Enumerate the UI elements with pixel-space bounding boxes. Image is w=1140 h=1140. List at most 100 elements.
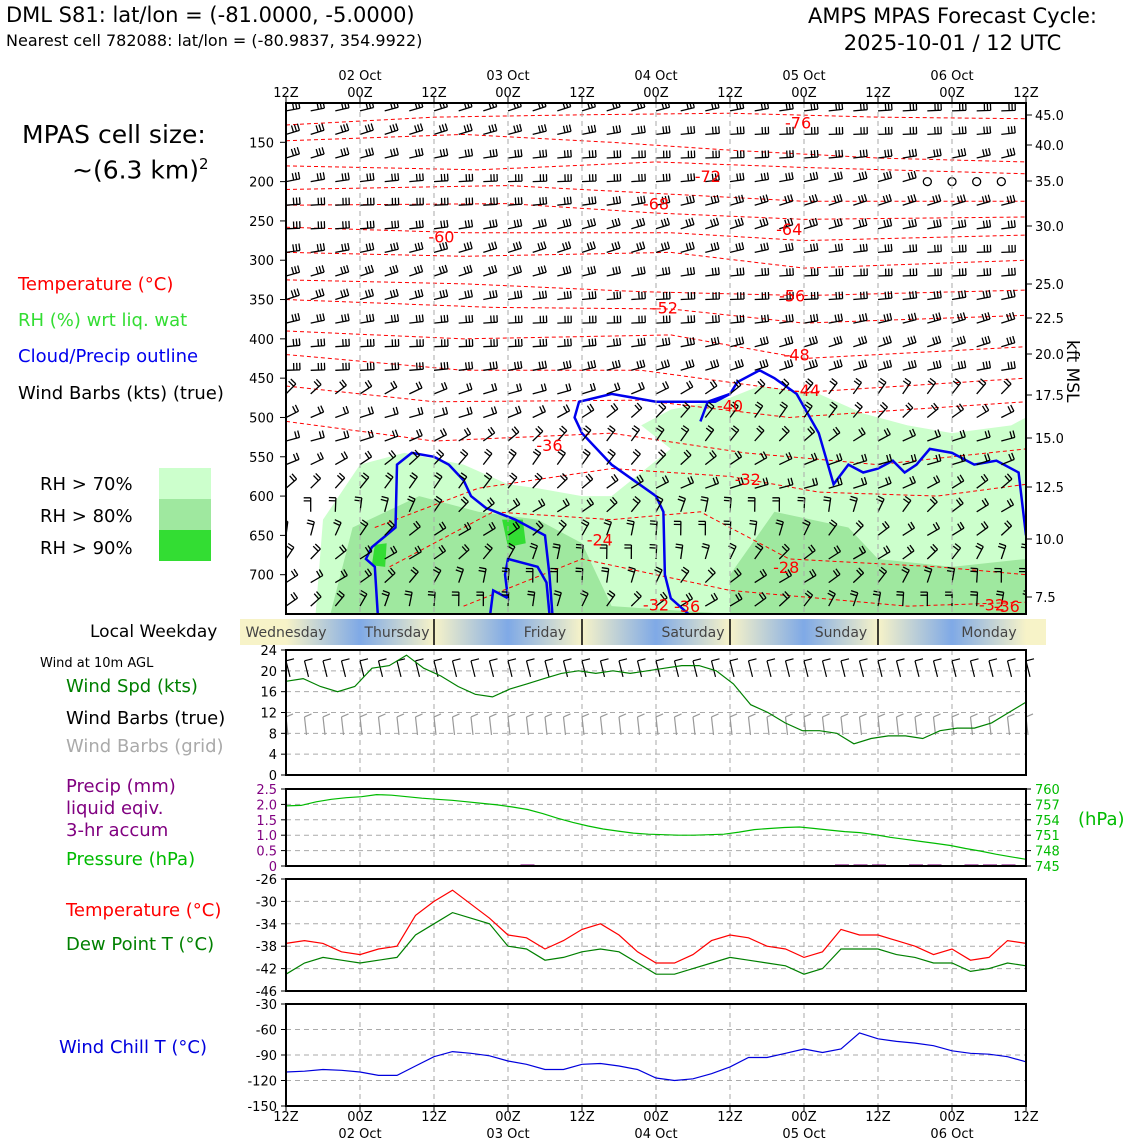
wind-barb-315 (507, 338, 523, 348)
wind-barb-670 (849, 589, 859, 607)
temp-tick-label: -34 (256, 918, 277, 933)
weekday-saturday: Saturday (661, 625, 724, 641)
wind-barb-307 (310, 338, 326, 348)
wind-true-barb (803, 658, 813, 677)
wind-true-barb (470, 658, 480, 677)
wind-barb-410 (556, 404, 571, 419)
wind-barb-455 (902, 428, 916, 442)
wind-barb-294 (754, 314, 770, 324)
wind-barb-85 (853, 149, 868, 159)
wind-grid-barb (618, 713, 627, 735)
wind-barb-663 (680, 592, 694, 607)
wind-barb-116 (853, 171, 868, 183)
wind-barb-275 (286, 312, 301, 324)
wind-barb-180 (1001, 220, 1016, 230)
temp-contour-11 (286, 385, 1026, 418)
wind-barb-72 (532, 149, 548, 159)
dew-point-line (285, 911, 1027, 975)
wind-barb-187 (409, 242, 424, 254)
weekday-friday: Friday (524, 625, 566, 641)
wind-barb-286 (557, 315, 572, 324)
wind-barb-221 (483, 264, 498, 277)
wind-barb-652 (404, 590, 413, 607)
legend-pressure: Pressure (hPa) (66, 849, 196, 870)
wind-barb-120 (286, 197, 301, 206)
wind-barb-524 (303, 497, 312, 512)
wind-barb-239 (927, 268, 942, 277)
wind-barb-461 (286, 452, 300, 466)
wind-barb-537 (630, 496, 641, 513)
forecast-cycle-line1: AMPS MPAS Forecast Cycle: (808, 4, 1097, 28)
wind-barb-253 (507, 290, 523, 301)
wind-barb-508 (680, 475, 695, 489)
wind-barb-13 (606, 103, 621, 112)
wind-barb-577 (852, 520, 864, 536)
wind-grid-barb (877, 713, 886, 735)
wind-barb-414 (655, 402, 667, 418)
wind-barb-150 (1025, 204, 1026, 206)
wind-chill-line (285, 1032, 1027, 1082)
wind-barb-78 (680, 150, 696, 159)
wind-barb-269 (902, 290, 918, 301)
wind-barb-261 (705, 291, 720, 301)
wind-barb-118 (902, 170, 917, 183)
bottom-xtick-label: 12Z (421, 1110, 447, 1125)
wind-barb-236 (853, 268, 868, 277)
wind-barb-449 (754, 425, 765, 442)
wind-barb-609 (877, 545, 891, 560)
wind-barb-291 (680, 315, 696, 324)
wind-barb-588 (359, 545, 373, 560)
wind-barb-462 (310, 452, 324, 466)
wind-barb-369 (310, 378, 322, 395)
wind-barb-673 (920, 591, 929, 607)
wind-barb-176 (902, 218, 918, 230)
wind-barb-158 (458, 219, 474, 230)
wind-barb-411 (581, 403, 595, 419)
wind-barb-418 (754, 401, 764, 418)
wind-barb-341 (384, 362, 400, 371)
legend-barbs: Wind Barbs (kts) (true) (18, 383, 224, 404)
wind-barb-64 (335, 147, 350, 159)
bottom-date-label: 03 Oct (486, 1127, 529, 1140)
wind-barb-440 (532, 425, 544, 442)
temp-contour-9 (286, 330, 1026, 360)
wind-barb-487 (927, 454, 942, 466)
temp-label-8: -44 (794, 381, 820, 400)
cell-size-value: ~(6.3 km) (72, 155, 199, 185)
wind-barb-267 (853, 291, 868, 301)
wind-barb-325 (754, 336, 769, 348)
wind-barb-89 (951, 148, 967, 159)
wind-true-barb (932, 658, 942, 677)
wind-barb-587 (334, 544, 347, 560)
wind-barb-646 (1019, 567, 1026, 583)
wind-barb-282 (458, 314, 474, 324)
wind-tick-label: 8 (269, 727, 277, 742)
wind-barb-610 (902, 544, 915, 560)
pressure-unit-label: (hPa) (1078, 809, 1125, 830)
wind-barb-665 (729, 592, 743, 607)
wind-barb-476 (655, 449, 667, 466)
wind-barb-297 (828, 313, 844, 324)
wind-grid-barb (969, 713, 978, 735)
wind-barb-94 (310, 172, 326, 183)
wind-barb-214 (310, 265, 325, 277)
temp-contour-0 (286, 112, 1026, 126)
wind-barb-47 (680, 125, 696, 136)
wind-barb-383 (655, 381, 670, 395)
wind-barb-581 (951, 521, 965, 536)
wind-barb-314 (483, 339, 498, 348)
wind-barb-43 (581, 124, 597, 136)
wind-barb-44 (606, 125, 622, 136)
temp-label-13: -24 (587, 530, 613, 549)
wind-barb-178 (951, 219, 967, 230)
wind-barb-313 (458, 339, 474, 348)
precip-tick-label: 2.0 (256, 798, 277, 813)
main-xtick-label: 12Z (865, 86, 891, 101)
wind-barb-19 (754, 103, 770, 112)
wind-barb-167 (680, 217, 695, 230)
wind-barb-39 (483, 123, 498, 136)
wind-barb-350 (606, 359, 621, 371)
main-ytick-right-label: 25.0 (1035, 278, 1064, 293)
wind-barb-54 (853, 126, 868, 136)
wind-grid-barb (525, 713, 534, 735)
